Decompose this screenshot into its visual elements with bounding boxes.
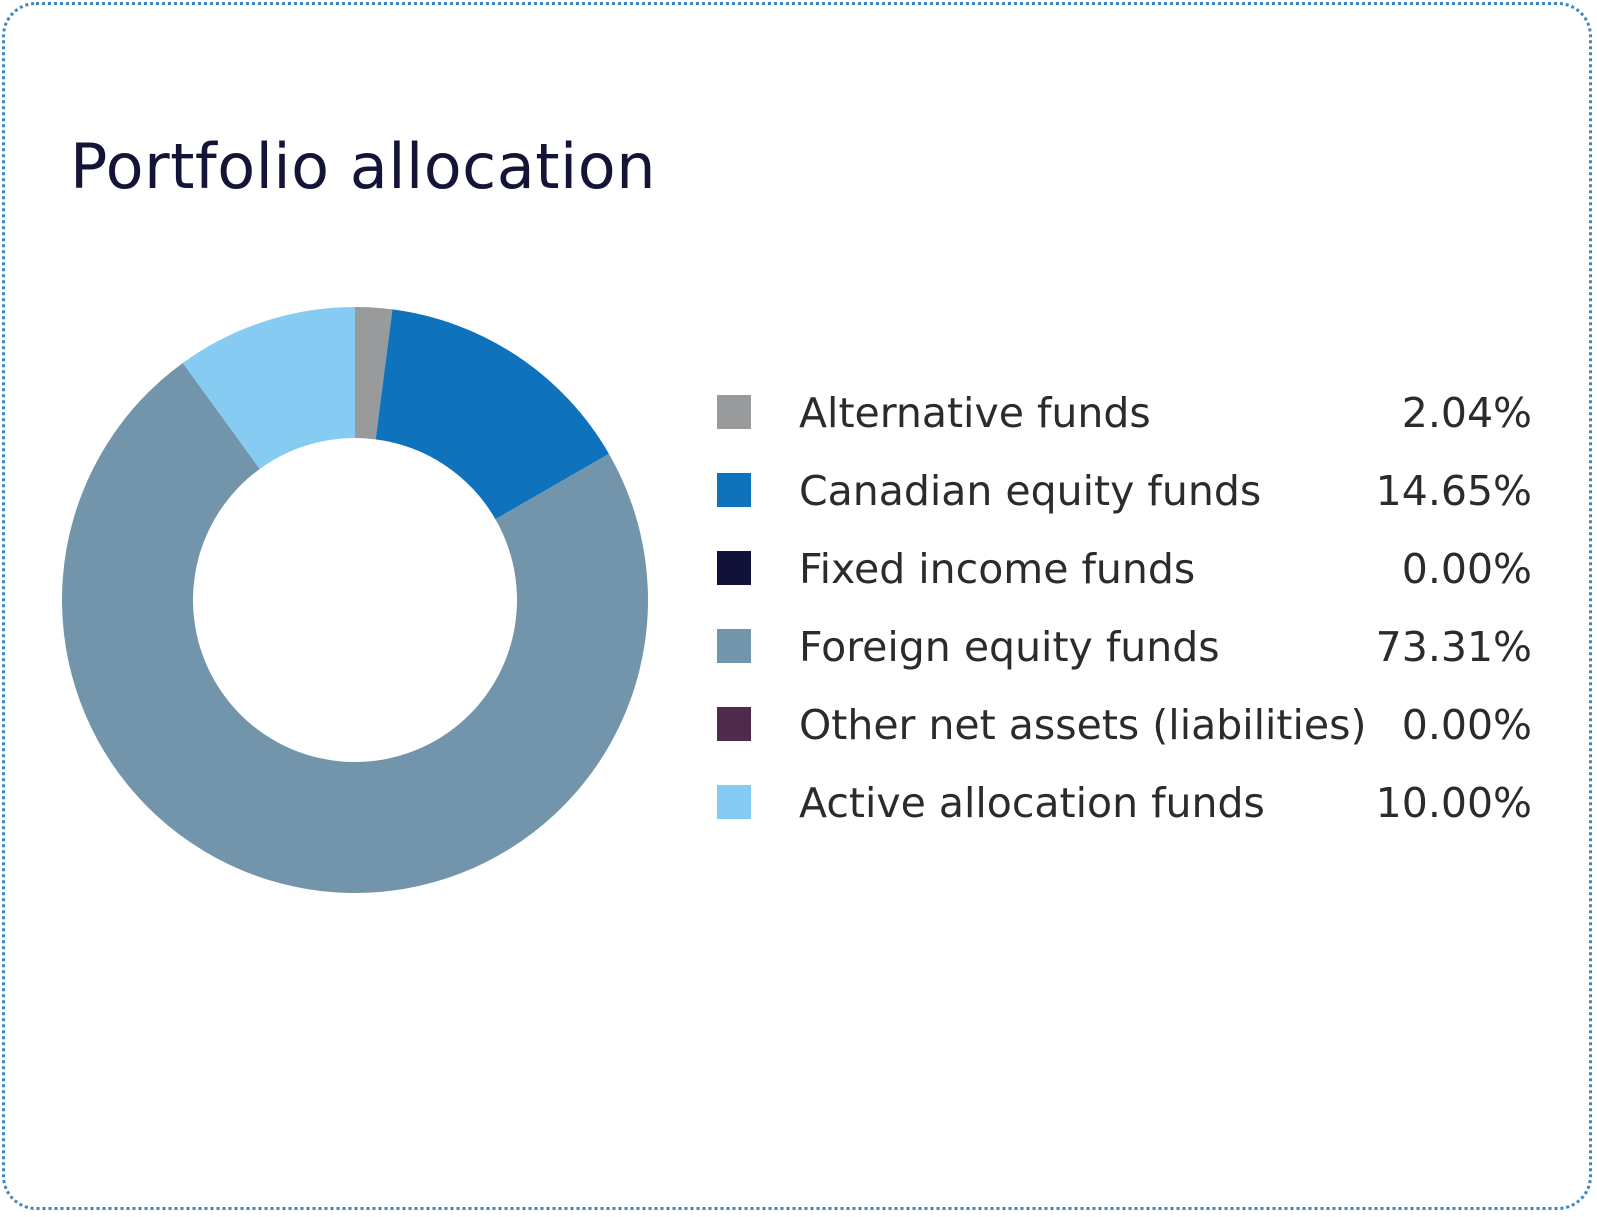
donut-chart <box>61 307 649 893</box>
legend-label-active-allocation-funds: Active allocation funds <box>799 779 1265 827</box>
legend-label-foreign-equity-funds: Foreign equity funds <box>799 623 1220 671</box>
legend-swatch-active-allocation-funds <box>717 785 751 819</box>
legend-swatch-other-net-assets <box>717 707 751 741</box>
donut-slice-active-allocation-funds <box>182 307 355 469</box>
legend-value-canadian-equity-funds: 14.65% <box>1375 467 1532 515</box>
legend-swatch-canadian-equity-funds <box>717 473 751 507</box>
legend-label-canadian-equity-funds: Canadian equity funds <box>799 467 1262 515</box>
legend-value-foreign-equity-funds: 73.31% <box>1375 623 1532 671</box>
legend-swatch-alternative-funds <box>717 395 751 429</box>
legend-row-canadian-equity-funds: Canadian equity funds 14.65% <box>717 467 1532 545</box>
legend-value-alternative-funds: 2.04% <box>1401 389 1532 437</box>
legend-swatch-foreign-equity-funds <box>717 629 751 663</box>
legend-row-active-allocation-funds: Active allocation funds 10.00% <box>717 779 1532 857</box>
legend-row-alternative-funds: Alternative funds 2.04% <box>717 389 1532 467</box>
legend-value-other-net-assets: 0.00% <box>1401 701 1532 749</box>
legend-value-active-allocation-funds: 10.00% <box>1375 779 1532 827</box>
legend-value-fixed-income-funds: 0.00% <box>1401 545 1532 593</box>
legend-swatch-fixed-income-funds <box>717 551 751 585</box>
legend: Alternative funds 2.04% Canadian equity … <box>717 389 1532 857</box>
donut-slice-foreign-equity-funds <box>61 362 649 893</box>
legend-label-alternative-funds: Alternative funds <box>799 389 1151 437</box>
legend-row-other-net-assets: Other net assets (liabilities) 0.00% <box>717 701 1532 779</box>
legend-label-fixed-income-funds: Fixed income funds <box>799 545 1196 593</box>
legend-label-other-net-assets: Other net assets (liabilities) <box>799 701 1367 749</box>
donut-slice-canadian-equity-funds <box>375 309 609 520</box>
donut-slice-alternative-funds <box>355 307 393 440</box>
legend-row-fixed-income-funds: Fixed income funds 0.00% <box>717 545 1532 623</box>
chart-title: Portfolio allocation <box>70 130 656 203</box>
legend-row-foreign-equity-funds: Foreign equity funds 73.31% <box>717 623 1532 701</box>
